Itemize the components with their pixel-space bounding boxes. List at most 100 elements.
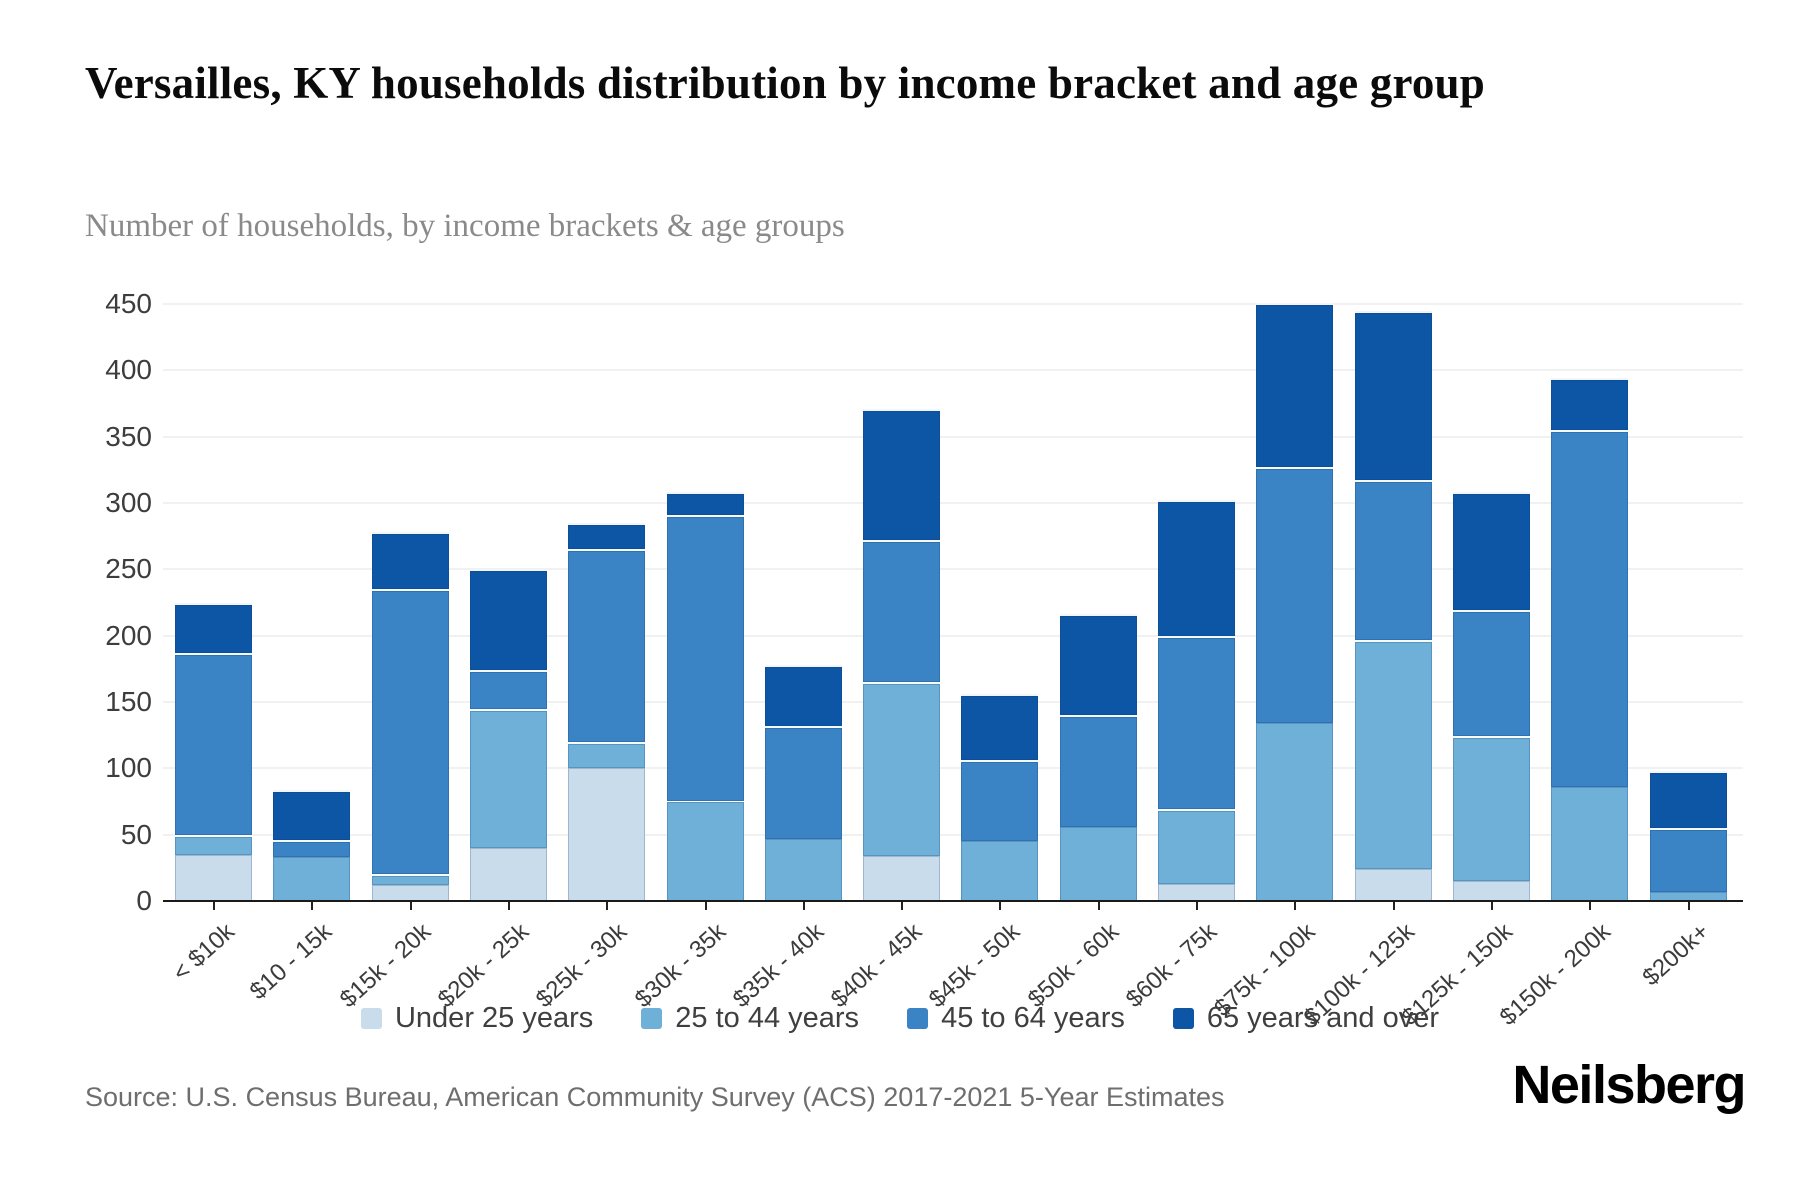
bar-segment[interactable] [1453, 492, 1530, 611]
bar-segment[interactable] [961, 841, 1038, 901]
bar-segment[interactable] [961, 694, 1038, 761]
bar-segment[interactable] [1650, 891, 1727, 901]
x-axis-tick [704, 901, 707, 910]
bar-segment[interactable] [1551, 378, 1628, 431]
y-gridline [163, 701, 1743, 703]
bar-segment[interactable] [1551, 430, 1628, 787]
neilsberg-logo: Neilsberg [1512, 1055, 1746, 1115]
y-axis-tick-label: 50 [120, 818, 152, 850]
y-axis-tick-label: 150 [105, 686, 152, 717]
bar-segment[interactable] [273, 857, 350, 901]
x-axis-tick [998, 901, 1001, 910]
bar-segment[interactable] [1453, 881, 1530, 901]
y-gridline [163, 435, 1743, 438]
bar-segment[interactable] [568, 741, 645, 769]
x-axis-tick [1195, 901, 1198, 910]
bar-segment[interactable] [765, 725, 842, 839]
bar-segment[interactable] [273, 789, 350, 840]
bar-segment[interactable] [1355, 869, 1432, 901]
bar-segment[interactable] [470, 847, 547, 901]
y-gridline [163, 502, 1743, 504]
bar-segment[interactable] [667, 492, 744, 515]
bar-segment[interactable] [667, 514, 744, 802]
bar-segment[interactable] [1256, 302, 1333, 468]
legend-label: 25 to 44 years [675, 1002, 860, 1034]
bar-segment[interactable] [1355, 310, 1432, 481]
x-axis-line [163, 900, 1743, 902]
y-axis-tick-label: 100 [105, 752, 152, 784]
bar-segment[interactable] [1060, 826, 1137, 901]
bar-segment[interactable] [1256, 723, 1333, 901]
x-axis-tick [802, 901, 805, 910]
bar-segment[interactable] [667, 801, 744, 901]
y-gridline [163, 767, 1743, 770]
bar-segment[interactable] [863, 855, 940, 901]
x-axis-tick [409, 901, 412, 910]
page-subtitle: Number of households, by income brackets… [85, 208, 845, 244]
bar-segment[interactable] [175, 602, 252, 653]
bar-segment[interactable] [863, 408, 940, 541]
bar-segment[interactable] [175, 834, 252, 855]
bar-segment[interactable] [1060, 614, 1137, 716]
legend-item[interactable]: Under 25 years [360, 1002, 593, 1035]
legend-label: 65 years and over [1206, 1002, 1440, 1034]
y-axis-tick-label: 400 [105, 354, 152, 386]
bar-segment[interactable] [1158, 500, 1235, 636]
bar-segment[interactable] [372, 885, 449, 901]
bar-segment[interactable] [372, 874, 449, 886]
bar-segment[interactable] [1453, 736, 1530, 882]
bar-segment[interactable] [961, 760, 1038, 842]
bar-segment[interactable] [568, 522, 645, 550]
x-axis-tick [1293, 901, 1296, 910]
x-axis-tick-label: $30k - 35k [630, 918, 732, 1014]
bar-segment[interactable] [470, 569, 547, 671]
bar-segment[interactable] [568, 549, 645, 742]
x-axis-tick [1097, 901, 1100, 910]
x-axis-tick [605, 901, 608, 910]
x-axis-tick [900, 901, 903, 910]
bar-segment[interactable] [1060, 715, 1137, 827]
bar-segment[interactable] [1158, 809, 1235, 884]
bar-segment[interactable] [1551, 786, 1628, 901]
x-axis-tick-label: $200k+ [1637, 918, 1715, 992]
bar-segment[interactable] [372, 589, 449, 875]
bar-segment[interactable] [1355, 480, 1432, 640]
bar-segment[interactable] [273, 839, 350, 858]
bar-segment[interactable] [1453, 610, 1530, 737]
bar-segment[interactable] [1158, 635, 1235, 810]
x-axis-tick-label: < $10k [167, 918, 240, 987]
bar-segment[interactable] [1355, 639, 1432, 870]
x-axis-tick-label: $45k - 50k [924, 918, 1026, 1014]
legend-item[interactable]: 25 to 44 years [641, 1002, 859, 1035]
bar-segment[interactable] [1650, 828, 1727, 892]
legend-swatch [1172, 1008, 1194, 1029]
bar-segment[interactable] [1158, 883, 1235, 901]
bar-segment[interactable] [175, 652, 252, 835]
legend-swatch [907, 1008, 929, 1029]
bar-segment[interactable] [568, 768, 645, 901]
y-gridline [163, 634, 1743, 637]
bar-segment[interactable] [863, 682, 940, 856]
y-axis-tick-label: 0 [136, 885, 152, 916]
legend-item[interactable]: 45 to 64 years [907, 1002, 1125, 1035]
bar-segment[interactable] [1650, 770, 1727, 829]
y-axis-tick-label: 350 [105, 420, 152, 452]
x-axis-tick-label: $15k - 20k [335, 918, 437, 1014]
bar-segment[interactable] [765, 838, 842, 901]
bar-segment[interactable] [1256, 467, 1333, 724]
bar-segment[interactable] [470, 708, 547, 848]
y-axis-tick-label: 450 [105, 288, 152, 319]
bar-segment[interactable] [765, 664, 842, 726]
x-axis-tick-label: $20k - 25k [433, 918, 535, 1014]
x-axis-tick [1588, 901, 1591, 910]
bar-segment[interactable] [372, 532, 449, 590]
y-axis-tick-label: 200 [105, 619, 152, 651]
x-axis-tick [1392, 901, 1395, 910]
source-note: Source: U.S. Census Bureau, American Com… [85, 1082, 1225, 1112]
x-axis-tick-label: $35k - 40k [728, 918, 830, 1014]
bar-segment[interactable] [175, 854, 252, 901]
legend-item[interactable]: 65 years and over [1172, 1002, 1440, 1035]
bar-segment[interactable] [863, 540, 940, 683]
bar-segment[interactable] [470, 670, 547, 709]
